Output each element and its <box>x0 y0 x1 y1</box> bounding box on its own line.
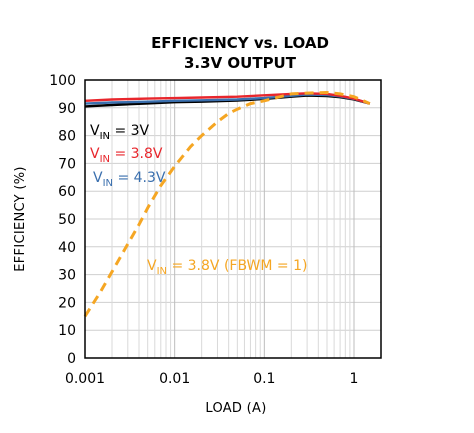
y-axis-label: EFFICIENCY (%) <box>13 166 28 271</box>
series-label: VIN = 3.8V (FBWM = 1) <box>147 258 307 277</box>
series-line <box>83 91 371 318</box>
y-tick-label: 30 <box>58 268 76 284</box>
y-tick-label: 50 <box>58 212 76 228</box>
tick-labels: 0 10 20 30 40 50 60 70 80 90 100 0.001 0.01 0.1 1 <box>49 73 358 387</box>
chart-title-line-2: 3.3V OUTPUT <box>184 54 297 72</box>
chart-title-line-1: EFFICIENCY vs. LOAD <box>151 34 329 52</box>
series-line <box>84 92 371 105</box>
y-tick-label: 100 <box>49 73 76 89</box>
y-tick-label: 20 <box>58 295 76 311</box>
data-series <box>83 91 371 318</box>
x-tick-label: 0.001 <box>65 371 105 387</box>
y-tick-label: 40 <box>58 240 76 256</box>
series-label: VIN = 4.3V <box>93 170 166 189</box>
series-label: VIN = 3.8V <box>90 146 163 165</box>
y-tick-label: 0 <box>67 351 76 367</box>
x-tick-label: 0.01 <box>159 371 190 387</box>
grid <box>85 80 381 358</box>
y-tick-label: 80 <box>58 129 76 145</box>
series-labels: VIN = 3.8V (FBWM = 1) VIN = 3V VIN = 3.8V V… <box>90 123 307 277</box>
y-tick-label: 60 <box>58 184 76 200</box>
plot-frame <box>84 79 382 359</box>
x-axis-label: LOAD (A) <box>205 401 266 416</box>
y-tick-label: 10 <box>58 323 76 339</box>
x-tick-label: 1 <box>350 371 359 387</box>
y-tick-label: 90 <box>58 101 76 117</box>
x-tick-label: 0.1 <box>253 371 275 387</box>
series-label: VIN = 3V <box>90 123 150 142</box>
y-tick-label: 70 <box>58 156 76 172</box>
